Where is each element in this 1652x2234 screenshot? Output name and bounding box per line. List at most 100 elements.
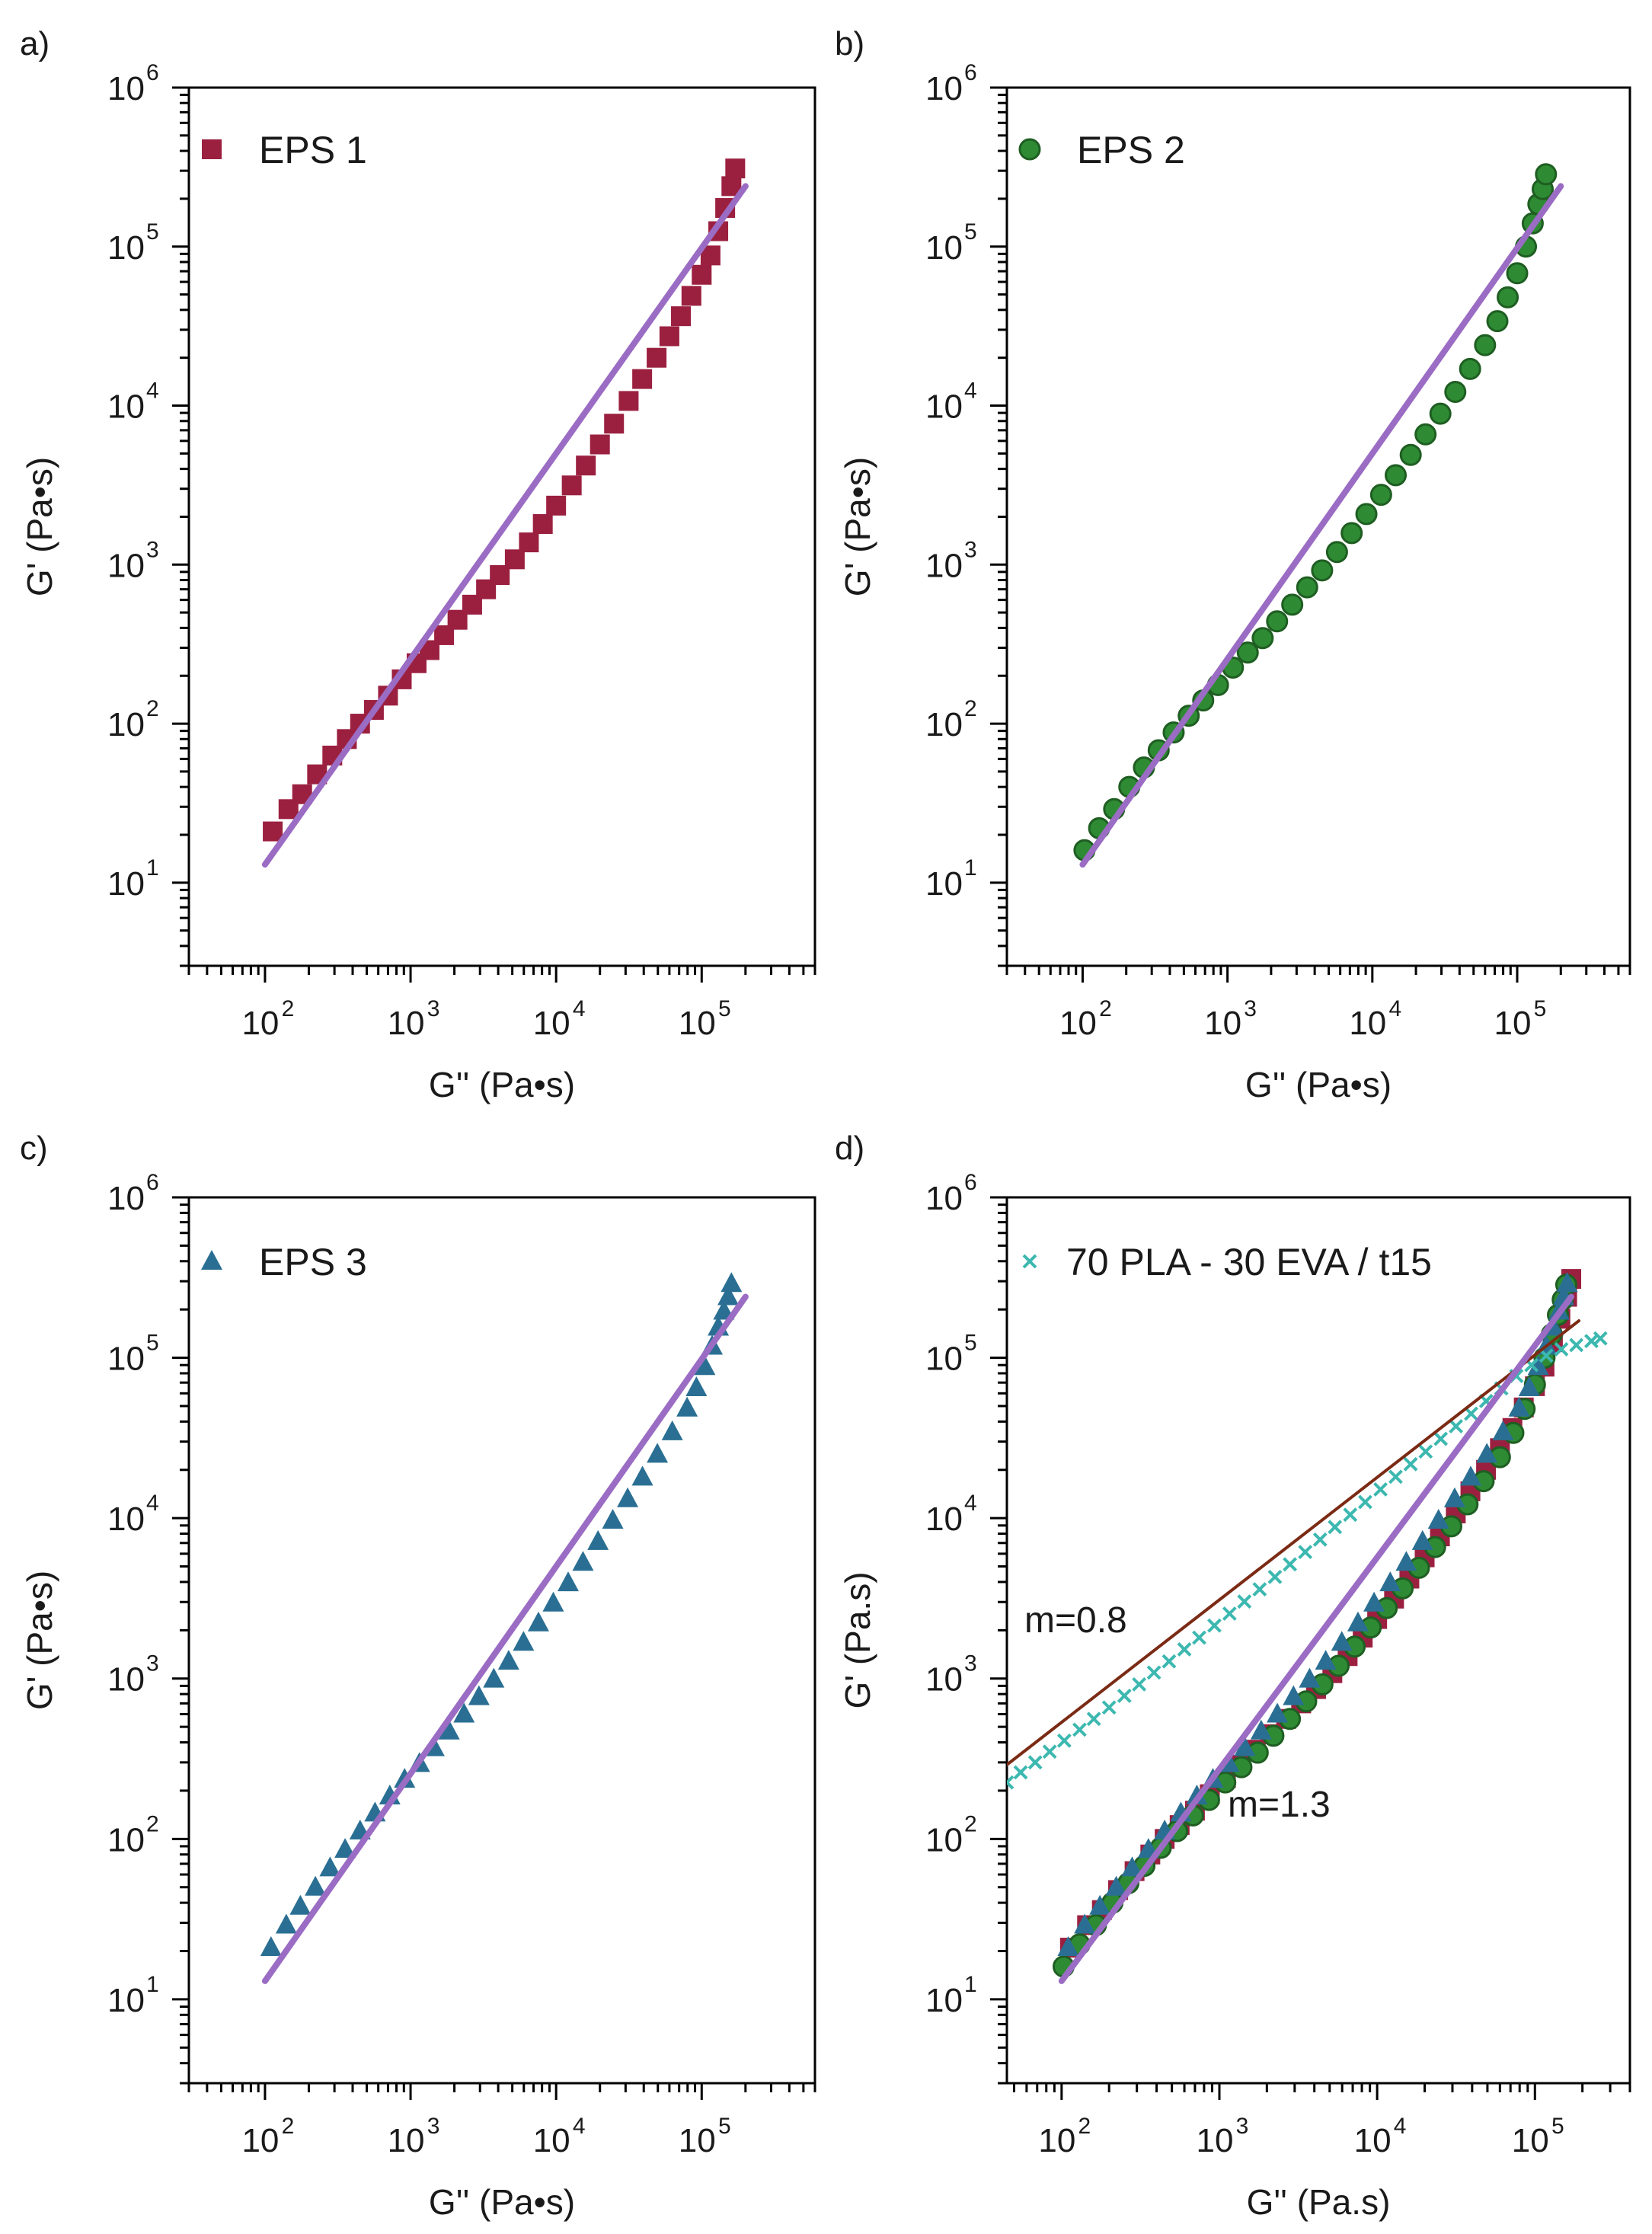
data-point	[453, 1702, 475, 1723]
data-point	[263, 821, 283, 842]
data-point	[1474, 334, 1497, 356]
legend-marker-stroke-b	[1022, 1254, 1037, 1269]
y-tick-label: 10	[107, 547, 145, 584]
data-point-stroke-b	[1072, 1722, 1087, 1737]
x-tick-label: 10	[1494, 1005, 1532, 1042]
data-point	[1234, 1736, 1256, 1756]
data-point-stroke-b	[1042, 1744, 1057, 1759]
y-tick-label: 10	[107, 706, 145, 743]
data-point	[546, 495, 567, 516]
data-point	[557, 1571, 579, 1592]
data-point	[334, 1838, 356, 1858]
data-point-stroke-b	[1478, 1394, 1494, 1408]
y-tick-label: 10	[107, 70, 145, 107]
data-point	[1403, 1456, 1418, 1472]
y-tick-label-exponent: 2	[146, 696, 159, 721]
data-point	[1343, 1507, 1358, 1523]
x-tick-label-exponent: 3	[1244, 996, 1257, 1021]
data-point-stroke-b	[1132, 1676, 1147, 1692]
slope-annotation: m=0.8	[1024, 1600, 1127, 1641]
data-point	[1476, 1443, 1498, 1463]
data-point-stroke-b	[1539, 1348, 1554, 1363]
data-point-stroke-b	[1086, 1711, 1101, 1727]
x-tick-label-exponent: 4	[1394, 2114, 1407, 2139]
y-tick-label: 10	[925, 388, 963, 426]
y-axis-label: G' (Pa•s)	[20, 457, 59, 596]
data-point-stroke-b	[1358, 1494, 1372, 1510]
x-tick-label-exponent: 2	[1078, 2114, 1091, 2139]
y-tick-label: 10	[107, 1341, 145, 1378]
legend-label: EPS 1	[259, 129, 367, 171]
data-point	[1222, 1606, 1237, 1621]
data-point-stroke-b	[1403, 1456, 1418, 1472]
x-tick-label-exponent: 4	[1388, 996, 1401, 1021]
data-point	[1414, 423, 1437, 446]
data-point	[1089, 1894, 1111, 1915]
data-point	[1459, 357, 1481, 380]
data-point	[1492, 1420, 1514, 1440]
data-point-stroke-b	[1007, 1775, 1015, 1785]
data-point-stroke-b	[1237, 1594, 1252, 1609]
x-tick-label-exponent: 2	[282, 996, 295, 1021]
data-point-stroke-b	[1177, 1642, 1192, 1657]
data-point	[527, 1611, 549, 1632]
slope-annotation: m=1.3	[1228, 1785, 1331, 1825]
data-point	[1340, 522, 1363, 545]
y-tick-label-exponent: 1	[964, 1972, 977, 1997]
plot-frame	[187, 86, 816, 967]
data-point	[1298, 1545, 1313, 1560]
data-point	[305, 1875, 327, 1896]
data-point-stroke-b	[1222, 1606, 1237, 1621]
data-point	[1363, 1591, 1385, 1612]
x-tick-label-exponent: 3	[427, 2114, 440, 2139]
y-axis-label: G' (Pa.s)	[838, 1571, 877, 1708]
legend-marker	[202, 139, 222, 159]
y-tick-label: 10	[107, 388, 145, 426]
y-tick-label-exponent: 5	[964, 219, 977, 244]
data-point	[576, 455, 596, 476]
x-axis-label: G'' (Pa.s)	[1247, 2182, 1391, 2222]
data-point-stroke-b	[1569, 1338, 1584, 1353]
data-point	[1007, 1775, 1015, 1790]
x-tick-label: 10	[1349, 1005, 1386, 1042]
data-point	[1056, 1733, 1072, 1748]
x-tick-label-exponent: 5	[1534, 996, 1547, 1021]
legend-marker	[201, 1250, 222, 1270]
data-point	[1132, 1676, 1147, 1692]
data-layer	[1073, 163, 1564, 868]
data-point	[1418, 1444, 1433, 1459]
data-point	[1388, 1469, 1403, 1485]
data-point	[713, 1299, 735, 1320]
data-point	[1385, 464, 1408, 487]
fit-line	[261, 1293, 749, 1984]
data-point-stroke-b	[1027, 1755, 1043, 1770]
x-tick-label: 10	[1059, 1005, 1097, 1042]
data-point	[617, 1487, 639, 1507]
data-point	[1395, 1551, 1417, 1571]
x-tick-label-exponent: 5	[1551, 2114, 1564, 2139]
data-point	[1506, 262, 1529, 285]
data-point	[694, 1355, 716, 1376]
data-point-stroke-b	[1343, 1507, 1358, 1523]
data-point	[1283, 1685, 1305, 1705]
data-point	[1497, 286, 1519, 308]
y-tick-label: 10	[107, 1982, 145, 2019]
y-tick-label-exponent: 2	[964, 696, 977, 721]
data-point	[497, 1650, 519, 1670]
x-tick-label-exponent: 4	[573, 996, 586, 1021]
data-point	[1101, 1700, 1117, 1715]
data-point	[671, 306, 692, 327]
data-point	[1057, 1936, 1079, 1957]
legend-label: 70 PLA - 30 EVA / t15	[1066, 1241, 1432, 1283]
y-tick-label-exponent: 1	[964, 855, 977, 880]
panel-letter-a: a)	[20, 25, 50, 62]
data-point	[1299, 1667, 1321, 1688]
y-tick-label-exponent: 4	[964, 1491, 977, 1516]
data-point	[1192, 1630, 1206, 1645]
data-point-stroke-b	[1328, 1520, 1343, 1535]
data-point	[1236, 641, 1259, 664]
y-tick-label-exponent: 5	[964, 1331, 977, 1356]
data-point	[1449, 1419, 1464, 1433]
data-point-stroke-b	[1584, 1334, 1599, 1349]
data-point	[1569, 1338, 1584, 1353]
